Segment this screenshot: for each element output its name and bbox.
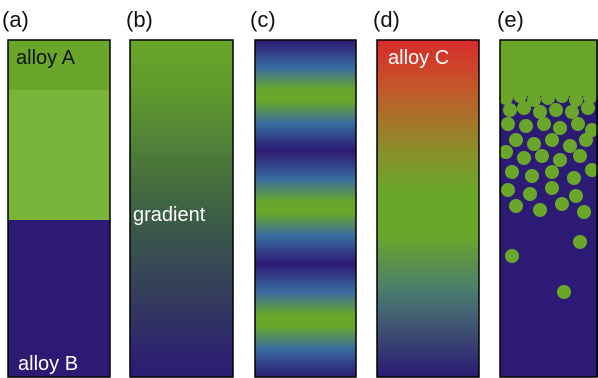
precipitate-particle	[527, 93, 541, 107]
panel-a: alloy A alloy B	[7, 39, 111, 378]
precipitate-particle	[517, 151, 531, 165]
precipitate-particle	[513, 89, 527, 103]
panel-e-particles	[499, 89, 598, 299]
panel-label-b: (b)	[126, 7, 153, 32]
panel-a-alloy-b-region	[8, 220, 110, 377]
precipitate-particle	[533, 203, 547, 217]
precipitate-particle	[503, 103, 517, 117]
precipitate-particle	[567, 171, 581, 185]
precipitate-particle	[509, 199, 523, 213]
precipitate-particle	[501, 117, 515, 131]
precipitate-particle	[505, 249, 519, 263]
precipitate-particle	[549, 103, 563, 117]
precipitate-particle	[553, 121, 567, 135]
panel-label-e: (e)	[497, 7, 524, 32]
precipitate-particle	[527, 137, 541, 151]
panel-c-band-2	[255, 151, 356, 264]
panel-d: alloy C	[376, 39, 480, 378]
precipitate-particle	[553, 153, 567, 167]
panel-d-alloy-c-text: alloy C	[388, 47, 449, 69]
panel-a-alloy-b-text: alloy B	[18, 353, 78, 375]
precipitate-particle	[535, 149, 549, 163]
panel-e	[499, 39, 598, 378]
precipitate-particle	[563, 139, 577, 153]
precipitate-particle	[499, 145, 513, 159]
precipitate-particle	[555, 89, 569, 103]
panel-a-alloy-a-text: alloy A	[16, 47, 76, 69]
precipitate-particle	[533, 105, 547, 119]
precipitate-particle	[499, 91, 513, 105]
precipitate-particle	[509, 133, 523, 147]
panel-e-top-layer	[500, 40, 598, 96]
panel-label-c: (c)	[250, 7, 276, 32]
panel-c-band-3	[255, 264, 356, 377]
panel-d-gradient-fill	[377, 40, 479, 377]
precipitate-particle	[541, 91, 555, 105]
panel-c-border	[254, 39, 357, 378]
precipitate-particle	[565, 105, 579, 119]
panel-label-a: (a)	[2, 7, 29, 32]
precipitate-particle	[573, 149, 587, 163]
panel-a-border	[7, 39, 111, 378]
precipitate-particle	[569, 189, 583, 203]
precipitate-particle	[519, 119, 533, 133]
precipitate-particle	[555, 197, 569, 211]
precipitate-particle	[523, 187, 537, 201]
precipitate-particle	[583, 90, 597, 104]
precipitate-particle	[585, 163, 598, 177]
precipitate-particle	[501, 183, 515, 197]
precipitate-particle	[581, 101, 595, 115]
precipitate-particle	[545, 133, 559, 147]
panel-c	[254, 39, 357, 378]
precipitate-particle	[577, 205, 591, 219]
precipitate-particle	[505, 165, 519, 179]
panel-b-gradient-fill	[130, 40, 233, 377]
precipitate-particle	[569, 93, 583, 107]
precipitate-particle	[573, 235, 587, 249]
panel-b-gradient-text: gradient	[133, 204, 206, 226]
precipitate-particle	[571, 117, 585, 131]
panel-b: gradient	[129, 39, 234, 378]
panel-e-border	[499, 39, 598, 378]
panel-label-d: (d)	[373, 7, 400, 32]
precipitate-particle	[545, 181, 559, 195]
panel-a-light-band	[8, 90, 110, 220]
precipitate-particle	[537, 117, 551, 131]
panel-c-band-1	[255, 40, 356, 151]
precipitate-particle	[557, 285, 571, 299]
panel-b-border	[129, 39, 234, 378]
precipitate-particle	[579, 133, 593, 147]
precipitate-particle	[545, 165, 559, 179]
precipitate-particle	[525, 169, 539, 183]
panel-d-border	[376, 39, 480, 378]
precipitate-particle	[517, 101, 531, 115]
